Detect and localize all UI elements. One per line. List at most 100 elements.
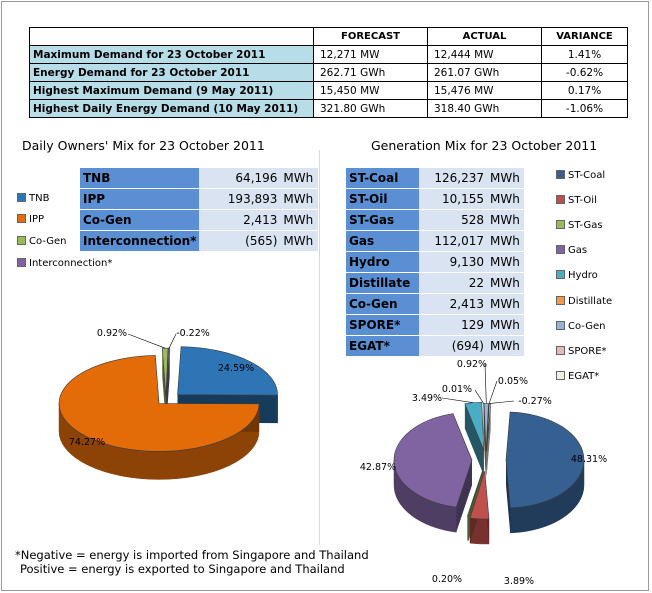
legend-label: ST-Gas (568, 220, 603, 231)
source-name: TNB (80, 168, 200, 189)
distillate-swatch (556, 296, 565, 305)
forecast-cell: 321.80 GWh (313, 99, 428, 118)
source-value: 528 (419, 209, 487, 231)
source-unit: MWh (487, 335, 524, 357)
legend-label: Distillate (568, 296, 613, 307)
actual-header: ACTUAL (427, 27, 542, 46)
generation-mix-title: Generation Mix for 23 October 2011 (371, 138, 598, 153)
source-name: ST-Gas (346, 209, 419, 231)
data-label-interconnection: -0.22% (176, 328, 210, 339)
source-value: 64,196 (199, 168, 281, 189)
source-name: EGAT* (346, 335, 419, 357)
section-divider (319, 150, 320, 545)
legend-item-co-gen: Co-Gen (556, 321, 606, 332)
cogen-swatch (17, 236, 26, 245)
table-row: IPP 193,893 MWh (80, 188, 319, 210)
slice-gas (393, 413, 473, 508)
demand-summary-table: FORECAST ACTUAL VARIANCE Maximum Demand … (29, 27, 628, 118)
source-unit: MWh (487, 314, 524, 336)
variance-cell: -1.06% (541, 99, 628, 118)
source-unit: MWh (487, 251, 524, 273)
row-label: Maximum Demand for 23 October 2011 (29, 45, 314, 64)
source-name: Distillate (346, 272, 419, 294)
source-unit: MWh (487, 272, 524, 294)
legend-label: Co-Gen (29, 236, 67, 247)
leader-line (127, 333, 166, 349)
legend-label: Interconnection* (29, 258, 113, 269)
legend-label: Hydro (568, 270, 598, 281)
data-label-egat: -0.27% (518, 396, 552, 407)
slice-st-gas (467, 468, 484, 516)
spore-swatch (556, 346, 565, 355)
data-label-gas: 42.87% (360, 462, 396, 473)
leader-line (488, 380, 498, 404)
legend-item-tnb: TNB (17, 193, 49, 204)
forecast-header: FORECAST (313, 27, 428, 46)
source-value: (565) (199, 230, 281, 252)
actual-cell: 261.07 GWh (427, 63, 542, 82)
slice-edge-hydro (464, 403, 484, 476)
source-unit: MWh (487, 209, 524, 231)
table-row: Distillate 22 MWh (346, 272, 524, 294)
table-row: Interconnection* (565) MWh (80, 230, 319, 252)
ipp-swatch (17, 214, 26, 223)
data-label-co-gen: 0.92% (457, 359, 487, 370)
table-row: Co-Gen 2,413 MWh (80, 209, 319, 231)
source-unit: MWh (487, 188, 524, 210)
generation-mix-pie: 48.31% 3.89% 0.20% 42.87% 3.49%0.01% 0.92% 0.0… (360, 359, 607, 587)
forecast-cell: 12,271 MW (313, 45, 428, 64)
legend-item-spore: SPORE* (556, 346, 607, 357)
generation-mix-table: ST-Coal 126,237 MWh ST-Oil 10,155 MWh ST-Gas… (346, 168, 524, 357)
st-oil-swatch (556, 195, 565, 204)
source-value: 112,017 (419, 230, 487, 252)
table-row: Maximum Demand for 23 October 2011 12,27… (29, 45, 628, 64)
legend-label: SPORE* (568, 346, 607, 357)
gas-swatch (556, 245, 565, 254)
legend-item-distillate: Distillate (556, 296, 612, 307)
source-name: Hydro (346, 251, 419, 273)
legend-label: Co-Gen (568, 321, 606, 332)
source-unit: MWh (280, 168, 319, 189)
legend-label: ST-Coal (568, 170, 606, 181)
source-value: 22 (419, 272, 487, 294)
hydro-swatch (556, 270, 565, 279)
source-value: (694) (419, 335, 487, 357)
data-label-co-gen: 0.92% (97, 328, 127, 339)
forecast-cell: 262.71 GWh (313, 63, 428, 82)
slice-interconnection (165, 347, 171, 397)
legend-item-st-coal: ST-Coal (556, 170, 605, 181)
actual-cell: 318.40 GWh (427, 99, 542, 118)
source-name: ST-Coal (346, 168, 419, 189)
legend-item-st-oil: ST-Oil (556, 195, 597, 206)
leader-line (490, 400, 515, 404)
table-row: Gas 112,017 MWh (346, 230, 524, 252)
source-unit: MWh (487, 168, 524, 189)
slice-ipp (58, 355, 260, 452)
row-label: Highest Daily Energy Demand (10 May 2011… (29, 99, 314, 118)
legend-label: IPP (29, 214, 45, 225)
summary-header-blank (29, 27, 314, 46)
legend-item-ipp: IPP (17, 214, 44, 225)
leader-line (168, 333, 177, 349)
leader-line (441, 397, 474, 403)
legend-label: ST-Oil (568, 195, 597, 206)
st-coal-swatch (556, 170, 565, 179)
interconnection-footnote: *Negative = energy is imported from Sing… (15, 548, 369, 576)
source-name: SPORE* (346, 314, 419, 336)
source-value: 126,237 (419, 168, 487, 189)
legend-item-egat: EGAT* (556, 371, 599, 382)
source-name: Gas (346, 230, 419, 252)
slice-edge-st-coal (506, 459, 511, 533)
summary-header-row: FORECAST ACTUAL VARIANCE (29, 27, 628, 46)
data-label-st-coal: 48.31% (571, 454, 607, 465)
source-value: 2,413 (199, 209, 281, 231)
legend-label: Gas (568, 245, 588, 256)
source-value: 9,130 (419, 251, 487, 273)
actual-cell: 12,444 MW (427, 45, 542, 64)
source-value: 2,413 (419, 293, 487, 315)
source-unit: MWh (487, 293, 524, 315)
slice-edge-gas (456, 460, 473, 533)
slice-co-gen (483, 403, 489, 452)
data-label-st-oil: 3.89% (504, 576, 534, 587)
